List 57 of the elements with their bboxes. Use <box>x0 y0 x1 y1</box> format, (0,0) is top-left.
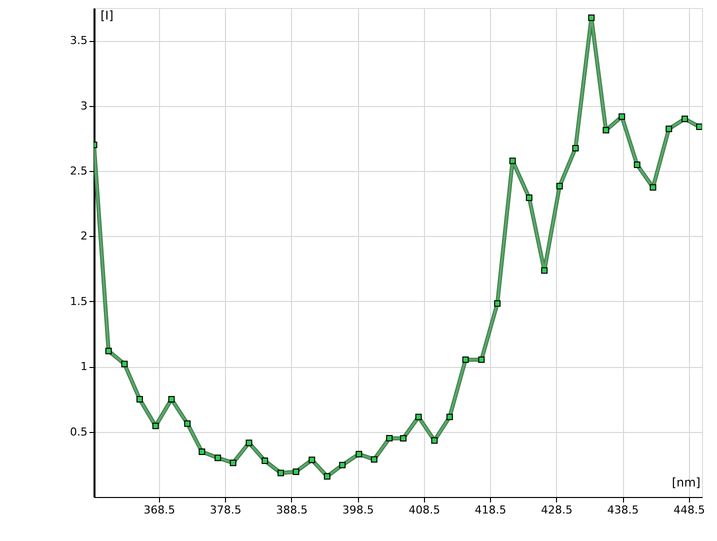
point <box>136 396 143 402</box>
point <box>415 414 422 420</box>
x-tick-label: 368.5 <box>144 504 176 516</box>
point <box>541 267 548 274</box>
point <box>386 434 393 442</box>
point <box>168 396 175 402</box>
point <box>682 116 688 122</box>
x-tick-label: 448.5 <box>674 504 706 516</box>
x-tick-label: 398.5 <box>342 504 374 516</box>
point <box>262 458 268 464</box>
y-tick-label: 1 <box>80 360 88 374</box>
point <box>278 470 284 476</box>
point <box>324 473 330 480</box>
y-tick-label: 3.5 <box>70 34 88 48</box>
point <box>650 184 656 191</box>
point <box>478 356 485 363</box>
point <box>431 437 438 444</box>
y-tick-label: 0.5 <box>70 425 88 438</box>
point <box>308 456 316 464</box>
point <box>509 158 516 164</box>
x-tick-label: 388.5 <box>276 504 308 516</box>
point <box>634 162 640 168</box>
point <box>184 420 191 427</box>
point <box>152 422 159 430</box>
point <box>356 450 362 458</box>
point <box>246 440 252 446</box>
point <box>370 456 378 463</box>
point <box>339 462 346 468</box>
point <box>618 113 626 120</box>
y-tick-label: 2 <box>80 230 88 243</box>
point <box>494 300 501 307</box>
x-tick-label: 438.5 <box>607 504 639 516</box>
point <box>198 448 206 455</box>
point <box>214 454 222 462</box>
y-tick-label: 1.5 <box>70 294 88 308</box>
point <box>292 468 300 475</box>
point <box>105 348 112 354</box>
point <box>588 14 595 22</box>
point <box>446 414 453 420</box>
y-tick-label: 2.5 <box>70 164 88 178</box>
x-tick-label: 428.5 <box>541 504 573 516</box>
point <box>121 360 128 368</box>
point <box>556 182 563 190</box>
point <box>400 435 407 442</box>
point <box>572 144 579 152</box>
x-tick-label: 418.5 <box>474 504 506 516</box>
point <box>602 126 610 134</box>
point <box>696 124 702 130</box>
x-tick-label: 378.5 <box>210 504 242 516</box>
x-tick-label: 408.5 <box>408 504 440 516</box>
y-tick-label: 3 <box>80 99 88 112</box>
point <box>666 126 672 132</box>
point <box>462 356 469 363</box>
point <box>526 194 532 201</box>
x-axis-title: [nm] <box>672 476 700 490</box>
point <box>230 460 236 466</box>
y-axis-title: [I] <box>100 8 114 22</box>
